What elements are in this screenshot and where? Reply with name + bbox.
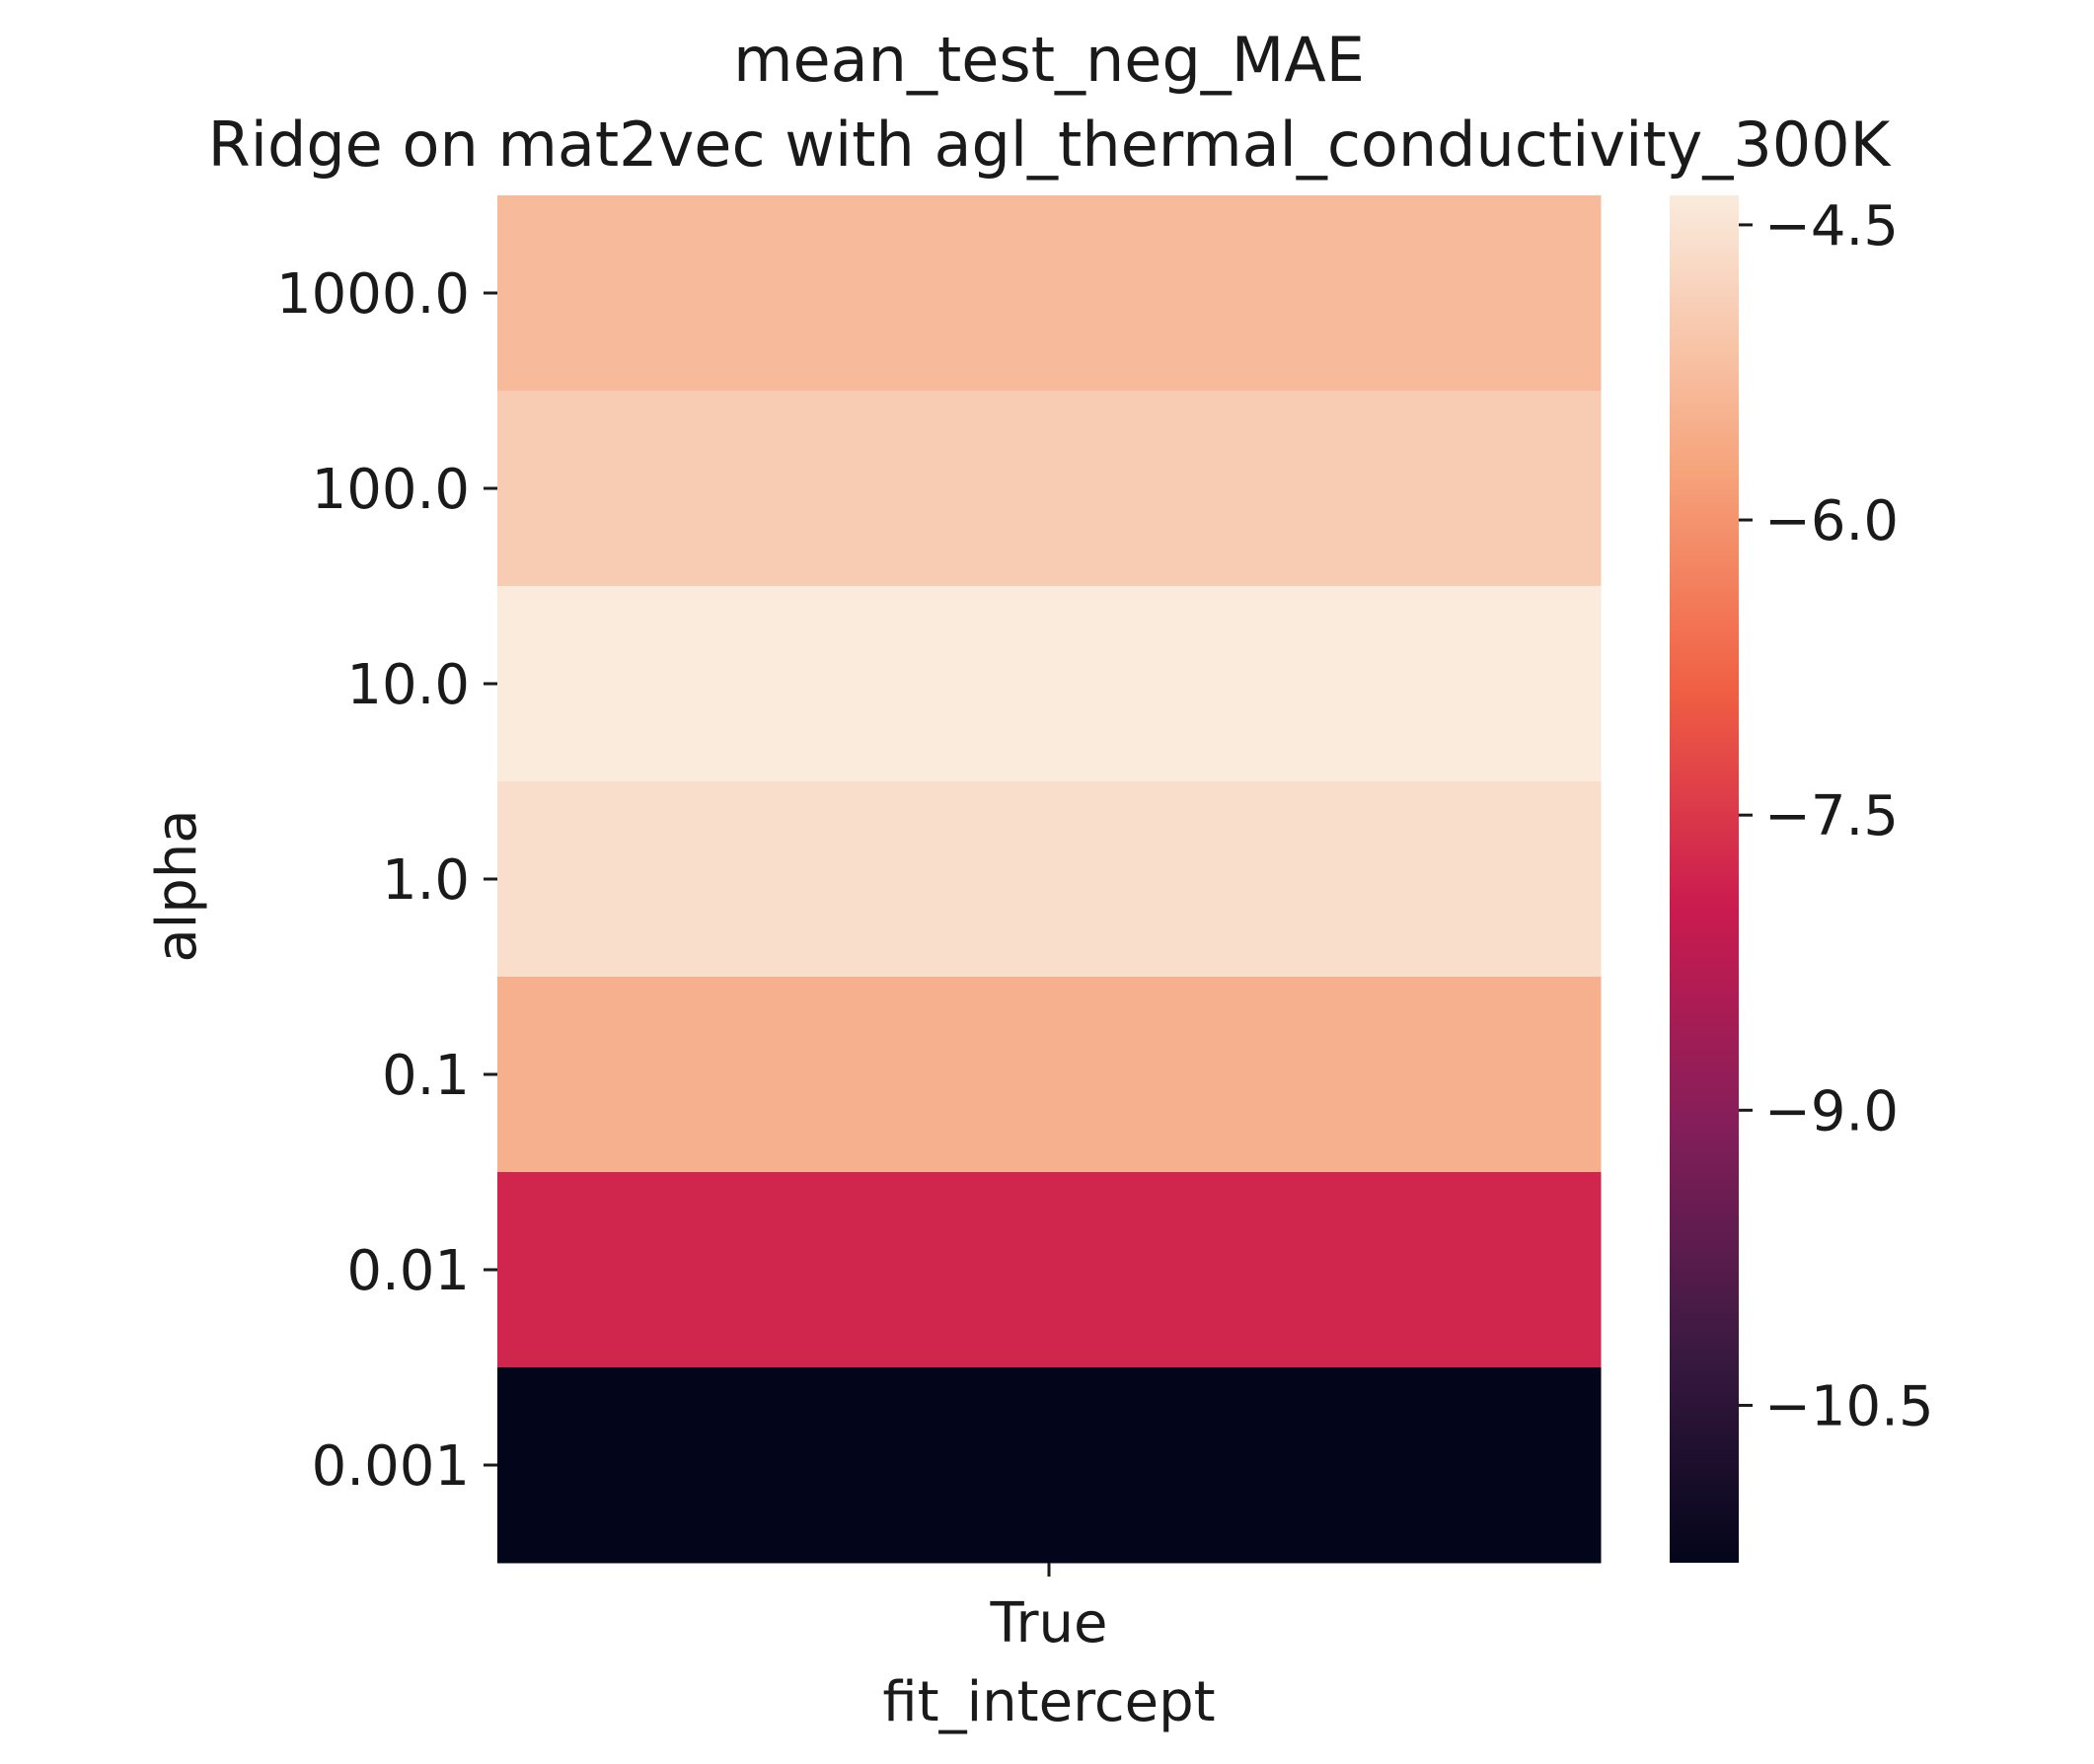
heatmap-cells xyxy=(497,195,1602,1564)
heatmap-cell xyxy=(497,1367,1602,1564)
y-axis-label: alpha xyxy=(145,809,209,962)
colorbar-tick-label: −9.0 xyxy=(1764,1079,1899,1143)
y-axis-ticks: 1000.0 100.0 10.0 1.0 0.1 0.01 0.001 xyxy=(276,262,497,1499)
y-tick-label: 0.001 xyxy=(312,1434,470,1499)
colorbar-ticks: −4.5 −6.0 −7.5 −9.0 −10.5 xyxy=(1739,194,1934,1438)
x-tick-label: True xyxy=(990,1591,1108,1655)
colorbar-tick-label: −4.5 xyxy=(1764,194,1899,258)
chart-title: mean_test_neg_MAE xyxy=(733,24,1365,96)
x-axis-ticks: True xyxy=(990,1563,1108,1655)
heatmap-cell xyxy=(497,977,1602,1173)
chart-subtitle: Ridge on mat2vec with agl_thermal_conduc… xyxy=(208,109,1892,181)
heatmap-cell xyxy=(497,391,1602,587)
y-tick-label: 100.0 xyxy=(312,458,470,522)
heatmap-cell xyxy=(497,781,1602,978)
y-tick-label: 0.01 xyxy=(346,1239,470,1303)
colorbar-tick-label: −7.5 xyxy=(1764,784,1899,848)
y-tick-label: 10.0 xyxy=(346,653,470,717)
heatmap-cell xyxy=(497,195,1602,392)
colorbar-tick-label: −10.5 xyxy=(1764,1374,1934,1438)
y-tick-label: 1000.0 xyxy=(276,262,470,327)
heatmap-cell xyxy=(497,586,1602,782)
y-tick-label: 0.1 xyxy=(382,1044,470,1108)
heatmap-cell xyxy=(497,1172,1602,1368)
y-tick-label: 1.0 xyxy=(382,848,470,913)
x-axis-label: fit_intercept xyxy=(882,1670,1215,1734)
colorbar xyxy=(1670,195,1739,1563)
colorbar-tick-label: −6.0 xyxy=(1764,489,1899,553)
